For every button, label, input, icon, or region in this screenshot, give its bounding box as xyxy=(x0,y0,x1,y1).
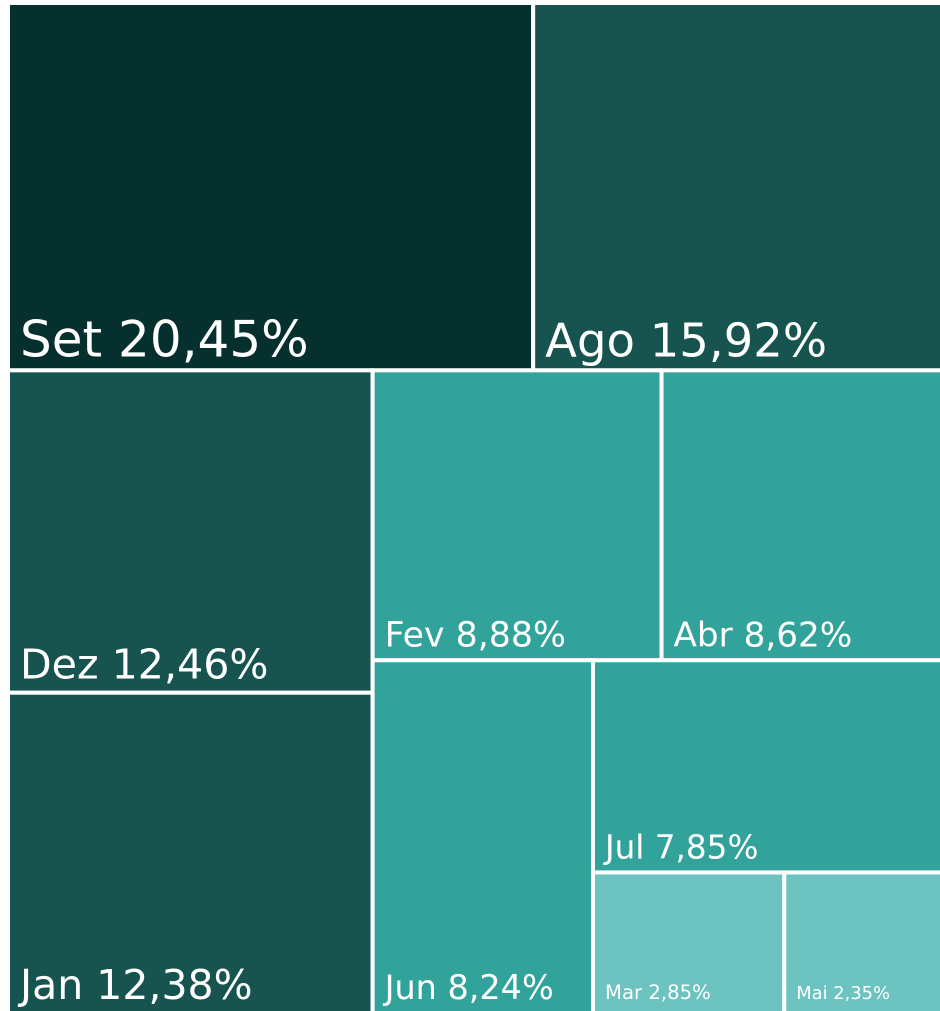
tile-category: Fev xyxy=(385,615,445,655)
tile-label: Mar 2,85% xyxy=(605,981,711,1004)
tile-label: Jun 8,24% xyxy=(383,968,554,1007)
tile-value: 8,88% xyxy=(456,615,566,655)
tile-category: Ago xyxy=(545,313,635,367)
tile-label: Mai 2,35% xyxy=(796,983,890,1004)
tile-value: 8,24% xyxy=(448,968,554,1007)
tile-value: 2,35% xyxy=(833,983,890,1004)
tile-category: Jan xyxy=(17,961,83,1009)
tile-label: Set 20,45% xyxy=(20,310,309,368)
tile-category: Mai xyxy=(796,983,827,1004)
tile-label: Jul 7,85% xyxy=(603,828,758,866)
tile-label: Dez 12,46% xyxy=(20,641,268,689)
tile-value: 12,46% xyxy=(112,641,269,689)
tile xyxy=(659,368,940,663)
tile-label: Fev 8,88% xyxy=(385,615,566,655)
tile-category: Jul xyxy=(603,828,644,866)
tile-value: 12,38% xyxy=(96,961,252,1009)
tile-category: Set xyxy=(20,310,102,368)
tile-value: 2,85% xyxy=(648,981,710,1004)
tile-category: Jun xyxy=(383,968,437,1007)
tile-category: Mar xyxy=(605,981,643,1004)
tile xyxy=(6,1,536,373)
tile-value: 7,85% xyxy=(655,828,759,866)
tile xyxy=(6,690,375,1011)
tile-label: Ago 15,92% xyxy=(545,313,827,367)
tile-value: 15,92% xyxy=(650,313,827,367)
tile-category: Abr xyxy=(674,615,734,655)
tile-label: Abr 8,62% xyxy=(674,615,853,655)
tile xyxy=(531,1,940,373)
tile-category: Dez xyxy=(20,641,99,689)
tile-label: Jan 12,38% xyxy=(17,961,253,1009)
tile xyxy=(782,870,940,1011)
tile-value: 20,45% xyxy=(118,310,309,368)
tile-value: 8,62% xyxy=(744,615,853,655)
tile xyxy=(370,658,595,1011)
